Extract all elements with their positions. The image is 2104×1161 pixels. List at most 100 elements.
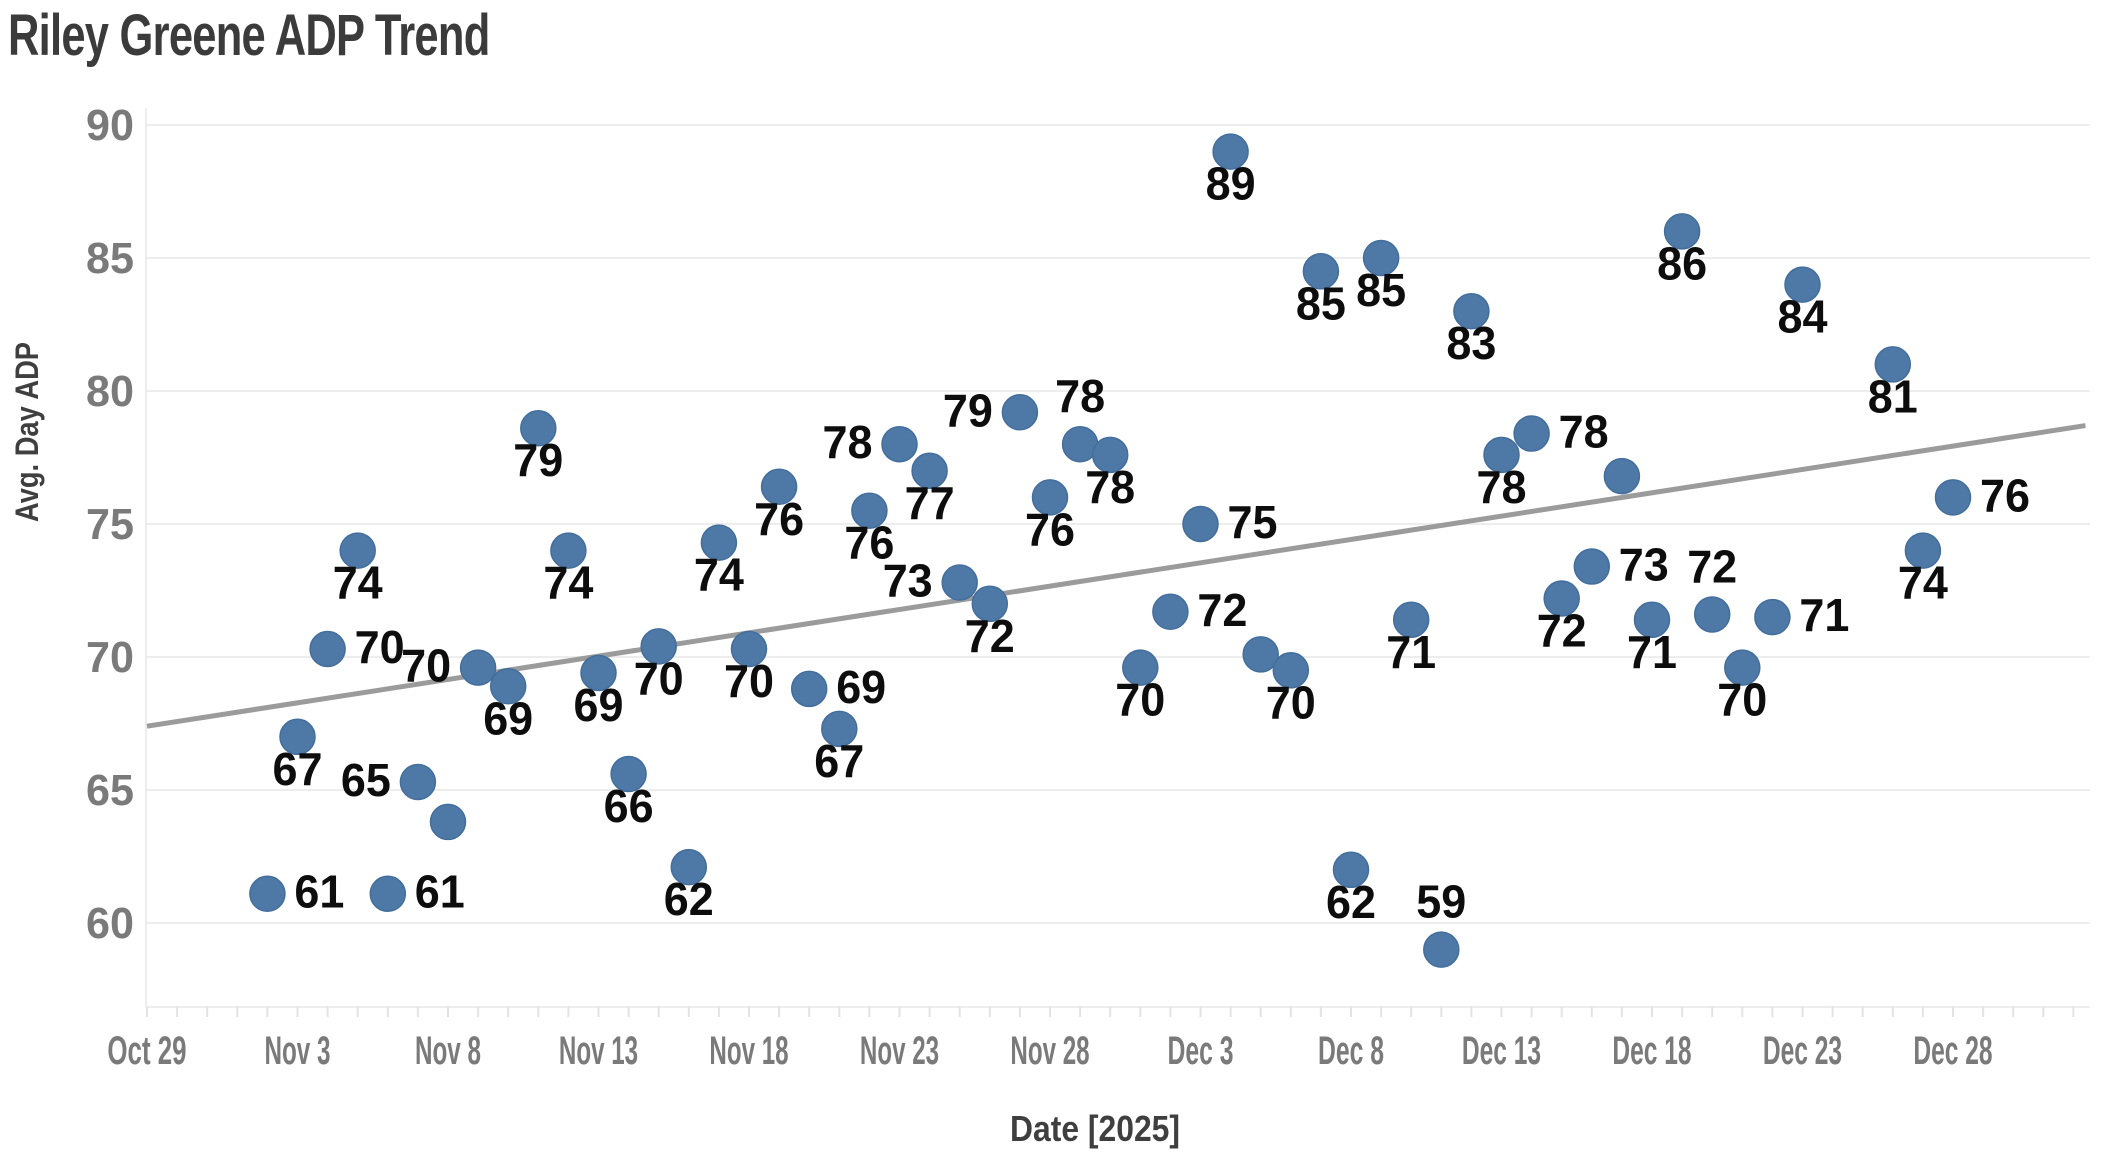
data-point-label: 85 <box>1356 264 1406 316</box>
x-tick-label: Dec 18 <box>1612 1029 1691 1073</box>
data-point <box>369 875 407 912</box>
data-point <box>1754 598 1791 636</box>
data-point <box>1001 394 1039 431</box>
data-point-label: 62 <box>1326 876 1376 928</box>
data-point-label: 72 <box>965 610 1015 662</box>
data-point-label: 72 <box>1687 540 1737 592</box>
y-tick-label: 80 <box>86 367 134 416</box>
x-tick-label: Dec 13 <box>1462 1029 1541 1073</box>
x-tick-label: Nov 8 <box>415 1029 481 1073</box>
data-point-label: 70 <box>1115 674 1165 726</box>
data-point <box>399 763 437 801</box>
data-point <box>339 532 376 569</box>
data-point <box>309 630 346 668</box>
data-point-label: 86 <box>1657 237 1707 289</box>
data-point-label: 73 <box>883 555 933 607</box>
data-point <box>1212 133 1249 170</box>
data-point <box>249 875 286 912</box>
y-tick-label: 90 <box>86 101 134 150</box>
data-point-label: 89 <box>1206 158 1256 210</box>
data-point <box>1392 601 1430 639</box>
x-tick-label: Nov 3 <box>265 1029 331 1073</box>
data-point <box>550 532 587 569</box>
data-point-label: 61 <box>294 866 344 918</box>
data-point-label: 78 <box>1559 406 1609 458</box>
data-point-label: 71 <box>1386 626 1436 678</box>
data-point-label: 77 <box>905 477 955 529</box>
data-point-label: 74 <box>1898 557 1948 609</box>
data-point-label: 76 <box>1025 503 1075 555</box>
data-point-label: 71 <box>1627 626 1677 678</box>
data-point-label: 83 <box>1446 317 1496 369</box>
data-point <box>459 649 497 686</box>
data-point <box>760 468 798 506</box>
data-point <box>1483 436 1520 474</box>
data-point-label: 69 <box>574 679 624 731</box>
data-point-label: 74 <box>333 557 383 609</box>
data-point <box>1182 505 1219 543</box>
data-point-label: 76 <box>754 493 804 545</box>
x-tick-label: Oct 29 <box>107 1029 186 1073</box>
data-point <box>640 628 677 665</box>
data-point-label: 70 <box>1266 676 1316 728</box>
data-point <box>1091 436 1129 474</box>
y-tick-label: 75 <box>86 500 134 549</box>
data-point-label: 78 <box>1085 461 1135 513</box>
data-point-label: 70 <box>401 640 451 692</box>
data-point <box>821 710 858 748</box>
data-point-label: 59 <box>1416 876 1466 928</box>
data-point-label: 74 <box>543 557 593 609</box>
data-point <box>1603 457 1641 495</box>
data-point <box>489 668 527 705</box>
x-axis-title: Date [2025] <box>1010 1108 1180 1149</box>
data-point <box>1663 213 1701 250</box>
data-point <box>1242 636 1279 673</box>
data-point <box>580 654 617 692</box>
data-point <box>730 630 768 668</box>
data-point-label: 67 <box>273 743 323 795</box>
data-point-label: 75 <box>1228 496 1278 548</box>
x-tick-label: Nov 23 <box>860 1029 939 1073</box>
x-tick-label: Nov 28 <box>1010 1029 1089 1073</box>
x-tick-label: Dec 28 <box>1913 1029 1992 1073</box>
data-point-label: 73 <box>1619 539 1669 591</box>
data-point <box>700 524 738 561</box>
data-point-label: 78 <box>823 416 873 468</box>
data-point <box>881 425 918 463</box>
data-point <box>851 492 888 529</box>
data-point <box>279 718 316 756</box>
data-point <box>429 803 467 841</box>
data-point <box>1513 415 1550 452</box>
data-point <box>1784 266 1821 303</box>
data-point-label: 71 <box>1799 589 1849 641</box>
data-point-label: 72 <box>1537 604 1587 656</box>
data-point <box>1272 652 1310 689</box>
data-point-label: 62 <box>664 873 714 925</box>
data-point <box>1934 479 1972 516</box>
x-tick-label: Nov 18 <box>709 1029 788 1073</box>
data-point-label: 78 <box>1055 370 1105 422</box>
y-tick-label: 65 <box>86 766 134 815</box>
data-point <box>1573 548 1611 585</box>
y-tick-label: 85 <box>86 234 134 283</box>
data-point-label: 81 <box>1868 370 1918 422</box>
data-point-label: 76 <box>1980 469 2030 521</box>
data-point <box>1453 292 1490 330</box>
data-point <box>941 564 978 601</box>
data-point-label: 79 <box>513 434 563 486</box>
data-point <box>1543 580 1580 617</box>
data-point <box>1332 851 1370 889</box>
data-point <box>1874 346 1912 383</box>
data-point-label: 84 <box>1778 291 1828 343</box>
data-point-label: 70 <box>1717 674 1767 726</box>
data-point-label: 76 <box>844 517 894 569</box>
data-point <box>1724 649 1761 686</box>
data-point <box>1633 601 1671 639</box>
x-tick-label: Dec 23 <box>1763 1029 1842 1073</box>
data-point <box>1904 532 1942 569</box>
data-point-label: 72 <box>1197 584 1247 636</box>
data-point-label: 70 <box>355 621 405 673</box>
data-point <box>1302 253 1340 290</box>
y-tick-label: 60 <box>86 899 134 948</box>
